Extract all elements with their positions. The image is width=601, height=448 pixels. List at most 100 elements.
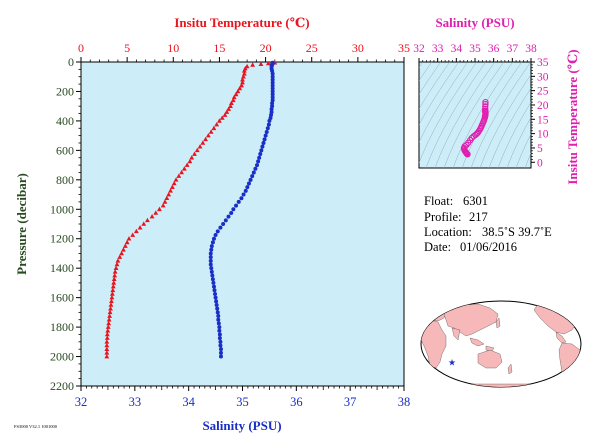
temperature-point: [112, 272, 118, 278]
temperature-point: [104, 331, 110, 337]
density-contour: [443, 62, 505, 168]
ts-temp-tick-label: 0: [537, 157, 543, 169]
salinity-point: [250, 174, 255, 179]
temperature-point: [171, 180, 177, 186]
profile-label: Profile:: [424, 210, 462, 224]
float-location-marker: ★: [448, 358, 456, 368]
temperature-point: [108, 306, 113, 311]
pressure-tick-label: 2200: [50, 379, 74, 393]
pressure-tick-label: 1200: [50, 232, 74, 246]
salinity-tick-label: 37: [344, 395, 357, 409]
temperature-point: [104, 353, 110, 359]
salinity-point: [213, 291, 218, 296]
salinity-point: [223, 218, 228, 223]
salinity-point: [213, 295, 218, 300]
temperature-point: [241, 68, 247, 73]
salinity-point: [231, 207, 236, 212]
temperature-point: [157, 206, 162, 212]
salinity-point: [210, 277, 215, 282]
salinity-point: [218, 354, 223, 359]
salinity-point: [245, 185, 250, 190]
salinity-point: [217, 332, 222, 337]
density-contour: [479, 74, 531, 168]
temperature-point: [153, 210, 159, 215]
ts-temperature-axis-title: Insitu Temperature (℃): [565, 49, 580, 184]
salinity-point: [251, 170, 256, 175]
salinity-point: [269, 107, 274, 112]
temperature-point: [109, 291, 115, 296]
temperature-point: [231, 94, 237, 100]
salinity-axis: 32 33 34 35 36 37 38: [75, 386, 410, 409]
salinity-point: [208, 262, 213, 267]
temperature-point: [149, 214, 155, 219]
float-value: 6301: [463, 194, 488, 208]
salinity-point: [211, 280, 216, 285]
ts-salinity-tick-label: 37: [507, 43, 519, 55]
salinity-point: [270, 101, 275, 106]
temperature-point: [111, 276, 117, 282]
temperature-point: [197, 144, 203, 149]
pressure-tick-label: 2000: [50, 350, 74, 364]
profile-value: 217: [469, 210, 488, 224]
temperature-point: [107, 313, 113, 318]
temperature-point: [239, 82, 244, 88]
density-contour: [419, 62, 424, 68]
temperature-point: [112, 269, 118, 274]
float-label: Float:: [424, 194, 453, 208]
salinity-point: [218, 347, 223, 352]
temperature-point: [130, 232, 136, 237]
salinity-point: [236, 199, 241, 204]
salinity-point: [270, 86, 275, 91]
pressure-tick-label: 600: [56, 143, 74, 157]
salinity-point: [226, 214, 231, 219]
temperature-point: [110, 287, 116, 293]
density-contour: [524, 152, 531, 168]
salinity-tick-label: 32: [75, 395, 88, 409]
temp-tick-label: 0: [78, 41, 84, 55]
salinity-point: [241, 192, 246, 197]
salinity-point: [256, 159, 261, 164]
temp-tick-label: 15: [213, 41, 225, 55]
temperature-point: [189, 155, 195, 160]
salinity-point: [270, 83, 275, 88]
salinity-point: [210, 273, 215, 278]
temperature-point: [141, 221, 147, 226]
salinity-point: [239, 196, 244, 201]
salinity-point: [234, 203, 239, 208]
temperature-point: [115, 258, 121, 263]
salinity-tick-label: 36: [290, 395, 303, 409]
density-contour: [515, 133, 531, 168]
salinity-point: [216, 321, 221, 326]
ts-salinity-tick-label: 35: [469, 43, 481, 55]
ts-salinity-tick-label: 36: [488, 43, 500, 55]
temp-tick-label: 5: [124, 41, 130, 55]
temperature-point: [104, 350, 110, 355]
salinity-series: [208, 60, 275, 359]
temperature-point: [111, 280, 117, 285]
temperature-point: [208, 129, 214, 134]
salinity-point: [243, 188, 248, 193]
temperature-point: [117, 254, 123, 259]
density-contour: [506, 116, 531, 168]
temperature-point: [110, 283, 116, 289]
temp-tick-label: 25: [306, 41, 318, 55]
salinity-point: [217, 325, 222, 330]
temperature-series: [104, 60, 278, 359]
temperature-point: [211, 125, 217, 131]
salinity-point: [209, 269, 214, 274]
pressure-axis: 0 200 400 600 800 1000 1200 1400 1600 1800 2000 220…: [50, 55, 81, 393]
ts-diagram: 32 33 34 35 36 37 38 0 5 10 15 20 25 30 35 Salinity (…: [413, 15, 580, 185]
salinity-point: [259, 148, 264, 153]
salinity-tick-label: 35: [236, 395, 249, 409]
salinity-point: [270, 80, 275, 85]
salinity-axis-title: Salinity (PSU): [202, 418, 281, 433]
ts-salinity-tick-label: 34: [451, 43, 463, 55]
salinity-point: [267, 118, 272, 123]
location-value: 38.5˚S 39.7˚E: [482, 225, 552, 239]
pressure-tick-label: 800: [56, 173, 74, 187]
temperature-point: [229, 100, 234, 106]
pressure-tick-label: 1800: [50, 320, 74, 334]
density-contour: [488, 87, 531, 168]
temp-tick-label: 30: [352, 41, 364, 55]
